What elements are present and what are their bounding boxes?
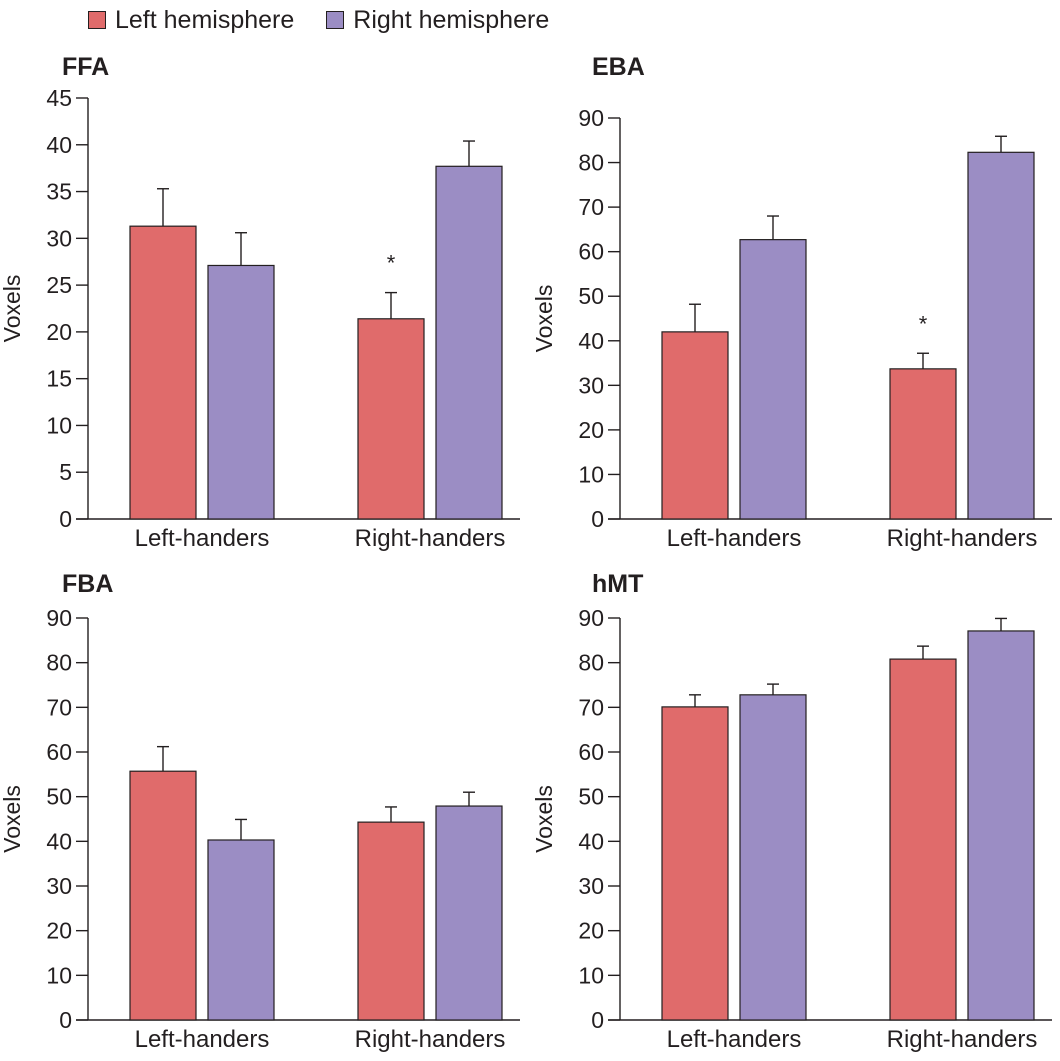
y-tick-label: 50	[578, 784, 604, 810]
bar	[207, 839, 275, 1021]
panel-hmt: hMT Voxels 0 10 20 30 40 50 60 70 80 90 Left-handers…	[531, 570, 1052, 1053]
y-tick-label: 60	[578, 239, 604, 265]
x-category-label: Left-handers	[667, 1026, 802, 1053]
bar	[967, 151, 1035, 520]
bar	[967, 630, 1035, 1021]
y-tick-label: 0	[591, 506, 604, 532]
y-tick-label: 0	[59, 506, 72, 532]
x-category-label: Right-handers	[887, 525, 1038, 552]
y-tick-label: 50	[46, 784, 72, 810]
panel-title: FFA	[62, 53, 109, 81]
bar	[129, 225, 197, 520]
legend-item-left-hemisphere: Left hemisphere	[88, 6, 294, 35]
bar	[207, 264, 275, 520]
panel-title: FBA	[62, 570, 113, 598]
panel-title: hMT	[592, 570, 643, 598]
x-category-label: Left-handers	[667, 525, 802, 552]
x-category-label: Right-handers	[355, 1026, 506, 1053]
bar	[357, 318, 425, 520]
y-tick-label: 90	[578, 605, 604, 631]
significance-marker: *	[919, 311, 928, 336]
y-tick-label: 80	[578, 650, 604, 676]
y-tick-label: 40	[46, 132, 72, 158]
panel-fba: FBA Voxels 0 10 20 30 40 50 60 70 80 90 Left-handers…	[0, 570, 520, 1053]
bar	[661, 331, 729, 520]
bar	[435, 805, 503, 1021]
legend-swatch-right	[326, 11, 345, 29]
legend-item-right-hemisphere: Right hemisphere	[326, 6, 549, 35]
bar	[889, 658, 957, 1021]
y-tick-label: 15	[46, 366, 72, 392]
y-tick-label: 30	[578, 372, 604, 398]
y-tick-label: 90	[46, 605, 72, 631]
y-tick-label: 40	[46, 828, 72, 854]
y-tick-label: 30	[46, 225, 72, 251]
y-tick-label: 10	[46, 962, 72, 988]
y-tick-label: 80	[46, 650, 72, 676]
y-tick-label: 60	[46, 739, 72, 765]
bar	[739, 239, 807, 520]
x-category-label: Left-handers	[135, 1026, 270, 1053]
y-tick-label: 80	[578, 150, 604, 176]
y-tick-label: 10	[578, 962, 604, 988]
y-tick-label: 10	[46, 412, 72, 438]
bar	[435, 165, 503, 520]
y-tick-label: 25	[46, 272, 72, 298]
y-axis-label: Voxels	[531, 785, 557, 853]
y-tick-label: 30	[578, 873, 604, 899]
y-tick-label: 20	[46, 918, 72, 944]
y-tick-label: 50	[578, 283, 604, 309]
bar	[739, 694, 807, 1021]
y-tick-label: 70	[578, 194, 604, 220]
y-tick-label: 10	[578, 461, 604, 487]
x-category-label: Right-handers	[355, 525, 506, 552]
y-axis-label: Voxels	[0, 785, 25, 853]
y-tick-label: 35	[46, 179, 72, 205]
y-tick-label: 20	[578, 417, 604, 443]
y-tick-label: 60	[578, 739, 604, 765]
x-category-label: Right-handers	[887, 1026, 1038, 1053]
chart-legend: Left hemisphere Right hemisphere	[88, 4, 549, 36]
bar	[357, 821, 425, 1021]
x-category-label: Left-handers	[135, 525, 270, 552]
bar	[129, 770, 197, 1021]
legend-swatch-left	[88, 11, 106, 29]
y-tick-label: 30	[46, 873, 72, 899]
legend-label-right: Right hemisphere	[353, 5, 550, 34]
legend-label-left: Left hemisphere	[115, 5, 295, 34]
y-tick-label: 90	[578, 105, 604, 131]
bar	[661, 706, 729, 1021]
significance-marker: *	[387, 251, 396, 276]
y-axis-label: Voxels	[0, 275, 25, 343]
y-tick-label: 0	[59, 1007, 72, 1033]
y-tick-label: 70	[46, 694, 72, 720]
panel-ffa: FFA Voxels 0 5 10 15 20 25 30 35 40 45 Left-handers *…	[0, 53, 520, 552]
y-tick-label: 40	[578, 828, 604, 854]
y-tick-label: 20	[578, 918, 604, 944]
y-tick-label: 40	[578, 328, 604, 354]
panel-title: EBA	[592, 53, 645, 81]
y-tick-label: 20	[46, 319, 72, 345]
y-axis-label: Voxels	[531, 285, 557, 353]
y-tick-label: 0	[591, 1007, 604, 1033]
bar	[889, 368, 957, 520]
panel-eba: EBA Voxels 0 10 20 30 40 50 60 70 80 90 Left-handers…	[531, 53, 1052, 552]
y-tick-label: 70	[578, 694, 604, 720]
y-tick-label: 5	[59, 459, 72, 485]
y-tick-label: 45	[46, 85, 72, 111]
